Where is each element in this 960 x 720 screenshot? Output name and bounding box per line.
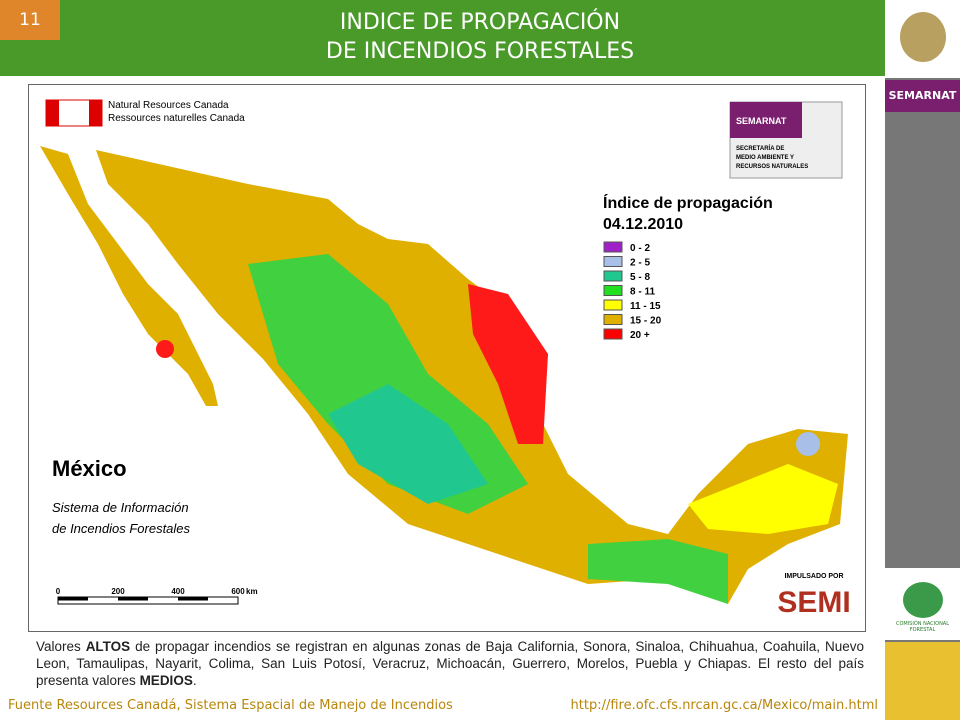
legend-label: 0 - 2	[630, 243, 650, 254]
scale-seg	[118, 597, 148, 601]
legend-label: 2 - 5	[630, 258, 650, 269]
flag-band	[46, 100, 59, 126]
bold-text: MEDIOS	[139, 673, 193, 688]
header-bar	[0, 0, 885, 76]
scale-tick: 0	[56, 587, 61, 596]
baja	[40, 146, 218, 406]
text: Valores	[36, 639, 86, 654]
teal-zone	[328, 384, 488, 504]
agency: Natural Resources Canada	[108, 100, 229, 111]
semarnat-sub: RECURSOS NATURALES	[736, 164, 808, 170]
legend-swatch	[603, 299, 623, 311]
legend-swatch	[603, 256, 623, 267]
conafor-logo: COMISIÓN NACIONAL FORESTAL	[885, 568, 960, 640]
badge-top: IMPULSADO POR	[784, 573, 843, 580]
legend-label: 20 +	[630, 330, 650, 341]
semarnat-sub: SECRETARÍA DE	[736, 144, 784, 152]
semarnat-sub: MEDIO AMBIENTE Y	[736, 155, 794, 161]
map-frame: Natural Resources Canada Ressources natu…	[28, 84, 866, 632]
system: Sistema de Información	[52, 500, 189, 515]
red-zone	[468, 284, 548, 444]
conafor-text: COMISIÓN NACIONAL FORESTAL	[895, 621, 950, 633]
scale-seg	[178, 597, 208, 601]
legend-label: 11 - 15	[630, 301, 661, 312]
text: .	[192, 673, 197, 688]
legend-label: 8 - 11	[630, 287, 655, 298]
legend-swatch	[603, 328, 623, 340]
scale-tick: 400	[171, 587, 185, 596]
sidebar: SEMARNAT COMISIÓN NACIONAL FORESTAL	[885, 0, 960, 720]
legend-label: 15 - 20	[630, 316, 662, 327]
badge-name: SEMI	[777, 586, 850, 619]
title-line: DE INCENDIOS FORESTALES	[325, 39, 635, 64]
semarnat-band: SEMARNAT	[885, 80, 960, 112]
slide-number: 11	[0, 0, 60, 40]
legend-swatch	[603, 270, 623, 282]
yellow-zone	[688, 464, 838, 534]
text: de propagar incendios se registran en al…	[36, 639, 864, 688]
scale-bar: km 0 200 400 600	[56, 587, 258, 605]
red-spot	[156, 340, 174, 358]
agency: Ressources naturelles Canada	[108, 113, 245, 124]
blue-spot	[796, 432, 820, 456]
legend: 0 - 2 2 - 5 5 - 8 8 - 11 11 - 15 15 - 20 20 +	[603, 241, 662, 341]
scale-seg	[58, 597, 88, 601]
system: de Incendios Forestales	[52, 521, 191, 536]
title-line: INDICE DE PROPAGACIÓN	[339, 10, 621, 35]
semarnat-name: SEMARNAT	[736, 116, 787, 126]
legend-date: 04.12.2010	[603, 216, 683, 233]
semarnat-badge	[730, 102, 802, 138]
bold-text: ALTOS	[85, 639, 131, 654]
flag-band	[89, 100, 102, 126]
legend-title: Índice de propagación	[603, 193, 773, 212]
paragraph: Valores ALTOS de propagar incendios se r…	[36, 638, 864, 689]
url: http://fire.ofc.cfs.nrcan.gc.ca/Mexico/m…	[570, 698, 878, 713]
legend-swatch	[603, 285, 623, 296]
scale-tick: 200	[111, 587, 125, 596]
country: México	[52, 456, 127, 481]
footer: Fuente Resources Canadá, Sistema Espacia…	[8, 698, 878, 713]
scale-unit: km	[246, 587, 258, 596]
source: Fuente Resources Canadá, Sistema Espacia…	[8, 698, 453, 713]
coat-of-arms	[885, 0, 960, 78]
mexico-map	[40, 146, 848, 604]
legend-swatch	[603, 314, 623, 325]
legend-label: 5 - 8	[630, 272, 650, 283]
mascot	[885, 642, 960, 720]
green-zone	[588, 539, 728, 604]
title: INDICE DE PROPAGACIÓN DE INCENDIOS FOREST…	[60, 8, 900, 66]
scale-tick: 600	[231, 587, 245, 596]
legend-swatch	[603, 241, 623, 253]
